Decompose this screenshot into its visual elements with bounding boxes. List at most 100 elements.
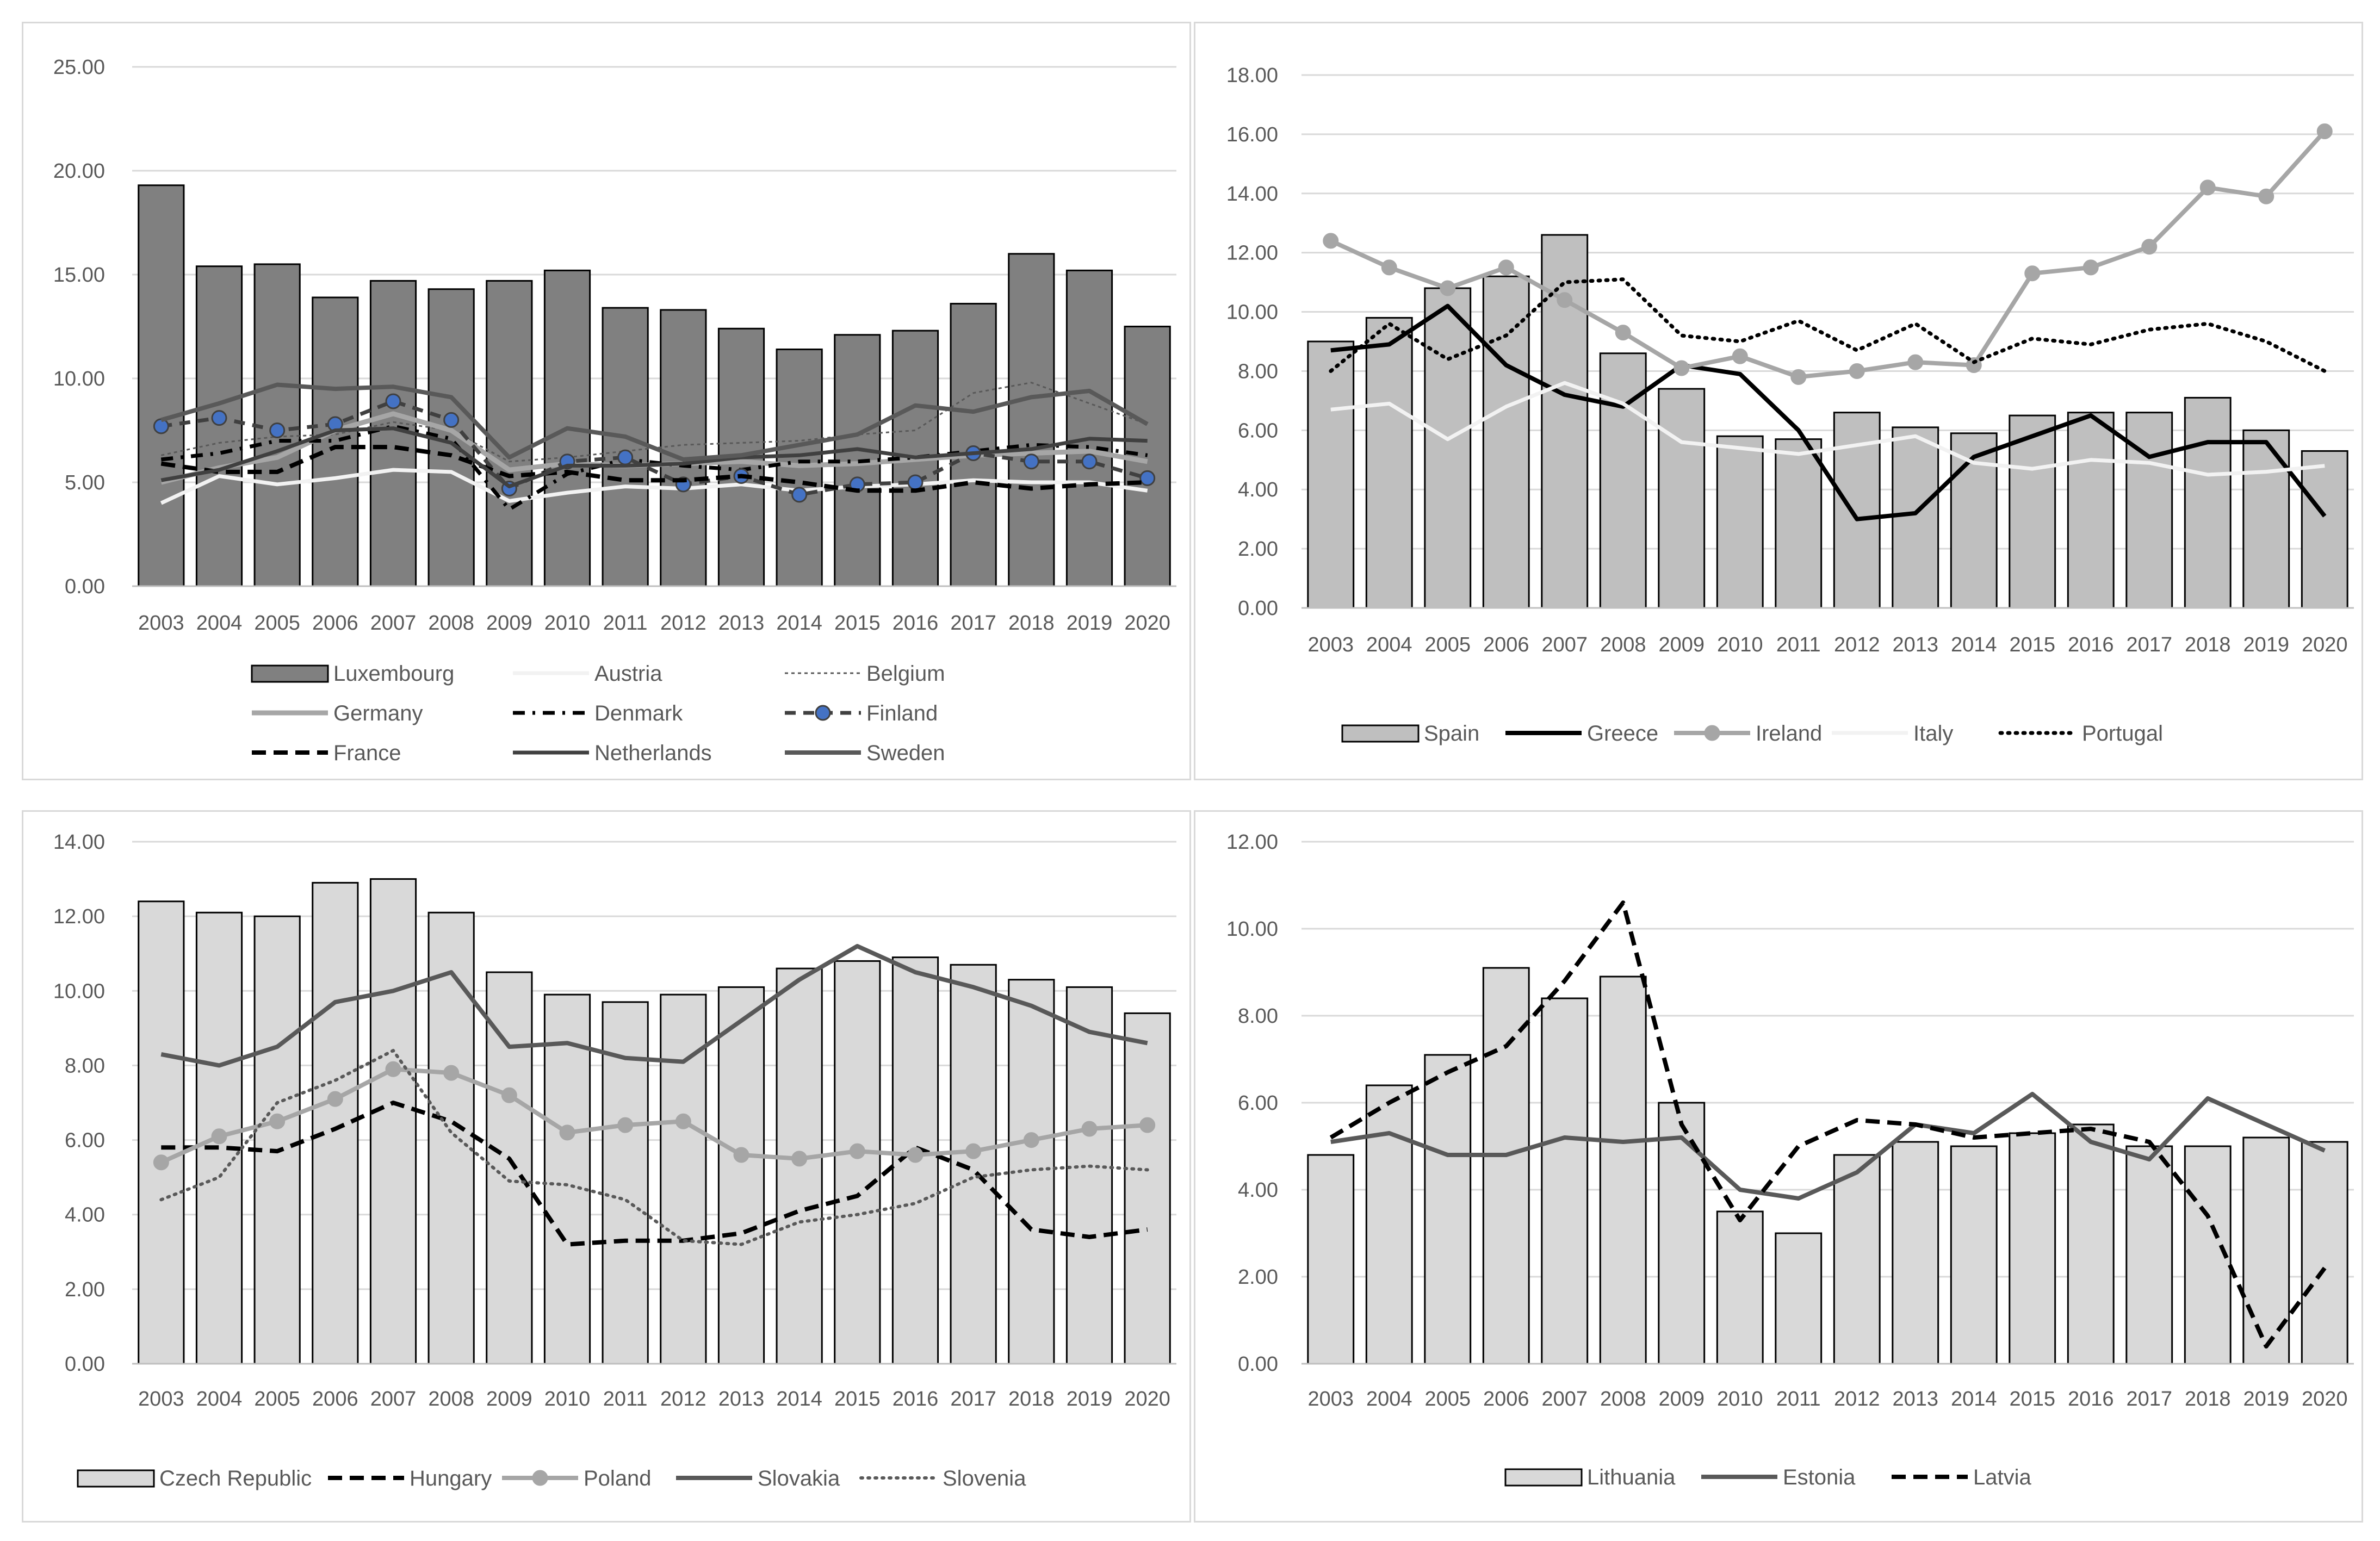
legend-item-luxembourg[interactable]: Luxembourg [251,662,454,686]
x-tick-label: 2014 [776,612,822,635]
y-tick-label: 6.00 [65,1129,105,1152]
x-tick-label: 2017 [2126,1388,2172,1410]
point-ireland [1557,292,1573,308]
legend-label: Greece [1587,722,1658,745]
legend-item-latvia[interactable]: Latvia [1892,1465,2031,1489]
legend-label: Belgium [866,662,945,686]
x-tick-label: 2010 [1717,1388,1763,1410]
bar-czech-republic [138,900,185,1365]
legend-label: Austria [594,662,662,686]
series-line-sweden [160,382,1149,462]
x-tick-label: 2004 [1366,633,1412,656]
point-ireland [2316,123,2333,139]
legend-item-slovakia[interactable]: Slovakia [676,1467,840,1490]
bar-lithuania [1775,1232,1823,1365]
point-poland [385,1061,401,1077]
legend-item-sweden[interactable]: Sweden [785,741,945,765]
bar-czech-republic [602,1001,649,1365]
x-tick-label: 2006 [312,612,358,635]
x-tick-label: 2010 [544,1388,591,1410]
y-tick-label: 2.00 [65,1278,105,1301]
bar-lithuania [2242,1136,2290,1365]
y-tick-label: 6.00 [1238,1092,1278,1115]
series-line-latvia [1329,900,2327,1349]
legend-item-belgium[interactable]: Belgium [785,662,945,686]
bar-spain [1716,435,1764,609]
x-tick-label: 2011 [603,612,648,635]
legend-item-estonia[interactable]: Estonia [1701,1465,1856,1489]
legend-item-italy[interactable]: Italy [1832,722,1953,745]
x-tick-label: 2018 [1008,612,1055,635]
y-tick-label: 0.00 [65,1353,105,1376]
legend-label: Spain [1424,722,1479,745]
legend-item-greece[interactable]: Greece [1505,722,1658,745]
bar-spain [2301,450,2348,609]
x-tick-label: 2013 [718,612,765,635]
bar-lithuania [1892,1141,1939,1365]
y-tick-label: 8.00 [65,1054,105,1077]
x-tick-label: 2018 [2185,1388,2231,1410]
bar-lithuania [1658,1102,1706,1365]
y-tick-label: 18.00 [1226,64,1278,87]
series-line-france [160,445,1148,493]
legend-item-denmark[interactable]: Denmark [513,701,683,725]
x-tick-label: 2014 [1951,633,1997,656]
bar-czech-republic [1008,979,1055,1365]
bar-luxembourg [486,279,533,587]
x-tick-label: 2003 [1307,1388,1354,1410]
x-tick-label: 2013 [1892,633,1938,656]
legend-item-poland[interactable]: Poland [502,1467,652,1490]
x-tick-label: 2006 [312,1388,358,1410]
point-ireland [1674,360,1690,376]
x-tick-label: 2020 [1124,1388,1170,1410]
legend-swatch [1341,724,1420,743]
x-tick-label: 2014 [776,1388,822,1410]
legend-item-slovenia[interactable]: Slovenia [859,1467,1026,1490]
legend-item-finland[interactable]: Finland [785,701,938,725]
legend-item-france[interactable]: France [252,741,401,765]
y-tick-label: 14.00 [1226,183,1278,206]
series-line-poland [160,1067,1148,1165]
series-line-ireland [1330,129,2327,380]
y-tick-label: 0.00 [1238,597,1278,620]
point-poland [559,1124,575,1141]
legend-item-germany[interactable]: Germany [252,701,423,725]
y-tick-label: 6.00 [1238,419,1278,442]
x-tick-label: 2019 [2243,1388,2289,1410]
x-tick-label: 2020 [2302,1388,2348,1410]
point-poland [269,1113,286,1129]
legend-item-netherlands[interactable]: Netherlands [513,741,712,765]
y-tick-label: 12.00 [1226,831,1278,854]
bar-spain [1307,340,1355,609]
series-line-denmark [160,424,1148,512]
bar-spain [2242,429,2290,609]
legend-item-austria[interactable]: Austria [513,662,662,686]
bar-luxembourg [660,309,707,587]
point-poland [1081,1121,1098,1137]
legend-item-hungary[interactable]: Hungary [328,1467,492,1490]
point-finland [617,449,634,465]
y-tick-label: 5.00 [65,471,105,494]
legend-item-czech-republic[interactable]: Czech Republic [77,1467,312,1490]
legend-item-portugal[interactable]: Portugal [1998,722,2163,745]
point-finland [907,474,924,490]
point-finland [211,410,227,426]
x-tick-label: 2016 [892,1388,939,1410]
point-finland [443,412,460,428]
x-tick-label: 2014 [1951,1388,1997,1410]
point-ireland [1323,233,1339,249]
x-tick-label: 2015 [834,612,881,635]
chart-svg: 0.00 2.00 4.00 6.00 8.00 10.00 12.00 14.00 2003 2… [53,831,1176,1490]
legend-label: Finland [866,701,938,725]
bar-spain [1482,275,1530,609]
legend-marker [815,705,831,721]
legend-item-lithuania[interactable]: Lithuania [1504,1465,1676,1489]
bar-czech-republic [312,881,359,1365]
y-tick-label: 12.00 [53,905,105,928]
legend-label: Czech Republic [159,1467,312,1490]
legend-item-ireland[interactable]: Ireland [1674,722,1822,745]
x-tick-label: 2011 [1776,633,1821,656]
legend-item-spain[interactable]: Spain [1341,722,1479,745]
point-finland [269,422,286,438]
y-tick-label: 10.00 [1226,918,1278,941]
